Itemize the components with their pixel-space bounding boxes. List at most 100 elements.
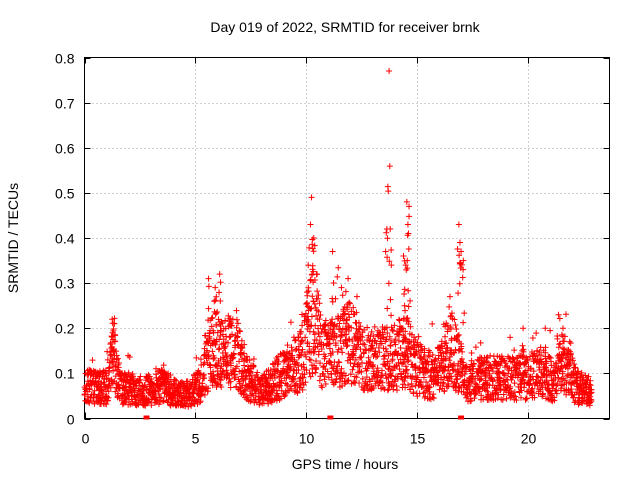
data-point [248,372,255,379]
data-point [520,325,527,332]
data-point [588,389,595,396]
data-point [458,261,465,268]
data-point [441,340,448,347]
data-point [232,374,239,381]
data-point [300,374,307,381]
data-point [353,374,360,381]
data-point [404,315,411,322]
data-point [543,364,550,371]
data-point [114,381,121,388]
data-point [310,298,317,305]
data-point [213,321,220,328]
data-point [316,300,323,307]
data-point [233,316,240,323]
data-point [484,388,491,395]
data-point [316,316,323,323]
data-point [384,374,391,381]
data-point [538,352,545,359]
data-point [501,372,508,379]
data-point [210,368,217,375]
data-point [428,372,435,379]
data-point [310,235,317,241]
data-point [447,325,454,332]
data-point [250,363,257,370]
data-point [386,258,393,265]
data-point [105,375,112,382]
data-point [402,262,409,269]
data-point [400,381,407,388]
data-point [173,377,180,384]
data-point [454,245,461,252]
data-point [389,356,396,363]
data-point [315,292,322,299]
data-point [110,348,117,355]
data-point [284,381,291,388]
data-point [315,330,322,337]
data-point [417,347,424,354]
data-point [502,360,509,367]
data-point [529,334,536,341]
y-tick-label: 0.7 [55,96,75,112]
data-point [546,353,553,360]
data-point [578,371,585,378]
y-axis-label: SRMTID / TECUs [5,183,21,293]
data-point [435,352,442,359]
data-point [91,387,98,394]
data-point [508,367,515,374]
data-point [357,346,364,353]
data-point [313,312,320,319]
data-point [571,399,578,406]
data-point [102,367,109,374]
data-point [358,368,365,375]
data-point [110,336,117,343]
data-point [453,325,460,332]
data-point [171,376,178,383]
data-point [243,392,250,399]
data-point [586,381,593,388]
data-point [388,337,395,344]
data-point [342,288,349,295]
data-point [397,344,404,351]
data-point [176,390,183,397]
data-point [354,337,361,344]
data-point [409,373,416,380]
data-point [204,347,211,354]
data-point [342,372,349,379]
data-point [312,322,319,329]
data-point [224,339,231,346]
data-point [250,362,257,369]
data-point [518,387,525,394]
data-point [112,332,119,339]
data-point [325,330,332,337]
data-point [229,355,236,362]
data-point [306,304,313,311]
data-point [157,398,164,405]
data-gap-marker [327,415,334,420]
data-point [115,360,122,367]
data-point [364,365,371,372]
data-point [299,375,306,382]
data-point [401,286,408,293]
data-point [217,297,224,304]
data-point [363,374,370,381]
data-point [418,343,425,350]
data-point [338,365,345,372]
data-point [400,359,407,366]
data-point [401,290,408,297]
data-point [303,316,310,323]
data-point [328,361,335,368]
data-point [88,381,95,388]
data-point [379,379,386,386]
data-point [442,333,449,340]
data-point [361,326,368,333]
data-point [404,257,411,264]
data-point [212,375,219,382]
data-point [401,377,408,384]
data-point [301,371,308,378]
data-point [299,346,306,353]
data-point [344,317,351,324]
data-point [99,386,106,393]
data-point [292,337,299,344]
data-point [350,352,357,359]
